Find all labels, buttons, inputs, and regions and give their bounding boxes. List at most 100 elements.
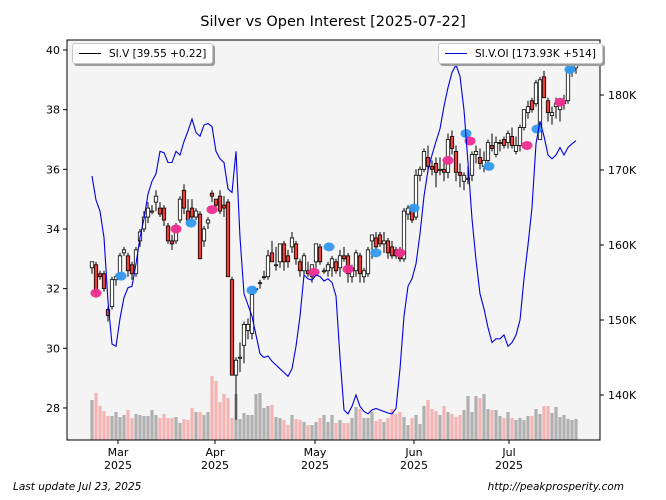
volume-bar bbox=[434, 411, 438, 440]
candle-body bbox=[237, 356, 243, 359]
candle-body bbox=[277, 243, 283, 263]
volume-bar bbox=[134, 414, 138, 440]
candle-body bbox=[165, 225, 171, 242]
sell-signal-marker bbox=[308, 267, 320, 277]
x-tick-year: 2025 bbox=[495, 459, 523, 472]
x-tick-month: Apr bbox=[205, 446, 225, 459]
x-tick-month: Jun bbox=[404, 446, 422, 459]
volume-bar bbox=[246, 415, 250, 440]
candle-body bbox=[369, 234, 375, 242]
volume-bar bbox=[190, 408, 194, 440]
volume-bar bbox=[358, 409, 362, 440]
candle-body bbox=[429, 165, 435, 170]
candle-body bbox=[109, 279, 115, 307]
candle-body bbox=[457, 171, 463, 176]
candle-body bbox=[293, 243, 299, 260]
candle-body bbox=[485, 142, 491, 161]
candle-body bbox=[289, 237, 295, 248]
candle-body bbox=[185, 210, 191, 221]
volume-bar bbox=[214, 381, 218, 440]
volume-bar bbox=[238, 419, 242, 440]
candle-body bbox=[221, 204, 227, 209]
volume-bar bbox=[570, 420, 574, 440]
candle-body bbox=[193, 210, 199, 218]
volume-bar bbox=[322, 415, 326, 440]
volume-bar bbox=[194, 412, 198, 440]
candle-body bbox=[461, 174, 467, 182]
candle-body bbox=[521, 109, 527, 128]
candle-body bbox=[233, 359, 239, 376]
volume-bar bbox=[402, 417, 406, 440]
volume-bar bbox=[178, 423, 182, 440]
volume-bar bbox=[486, 409, 490, 440]
volume-bar bbox=[418, 424, 422, 440]
volume-bar bbox=[270, 405, 274, 440]
volume-bar bbox=[482, 394, 486, 440]
y-tick-label: 38 bbox=[46, 104, 60, 117]
volume-bar bbox=[462, 410, 466, 440]
buy-signal-marker bbox=[408, 203, 420, 213]
buy-signal-marker bbox=[483, 161, 495, 171]
candle-body bbox=[181, 189, 187, 209]
left-price-axis: 28 30 32 34 36 38 40 bbox=[46, 44, 67, 415]
candle-body bbox=[353, 252, 359, 272]
legend-price: SI.V [39.55 +0.22] bbox=[72, 43, 214, 64]
x-tick-year: 2025 bbox=[400, 459, 428, 472]
candle-body bbox=[417, 168, 423, 176]
sell-signal-marker bbox=[90, 288, 102, 298]
buy-signal-marker bbox=[370, 248, 382, 258]
legend-oi: SI.V.OI [173.93K +514] bbox=[438, 43, 603, 64]
candle-body bbox=[493, 142, 499, 155]
y2-tick-label: 150K bbox=[608, 314, 637, 327]
candle-body bbox=[101, 273, 107, 290]
candle-body bbox=[549, 112, 555, 117]
candle-body bbox=[325, 264, 331, 272]
volume-bar bbox=[478, 398, 482, 440]
signal-markers bbox=[90, 64, 576, 298]
candle-body bbox=[509, 136, 515, 146]
volume-bar bbox=[390, 409, 394, 440]
buy-signal-marker bbox=[531, 124, 543, 134]
volume-bar bbox=[294, 419, 298, 440]
y-tick-label: 36 bbox=[46, 163, 60, 176]
volume-bar bbox=[202, 415, 206, 440]
candle-body bbox=[413, 174, 419, 218]
volume-bar bbox=[506, 412, 510, 440]
volume-bar bbox=[310, 425, 314, 440]
candle-body bbox=[565, 70, 571, 102]
plot-frame bbox=[66, 39, 601, 441]
candle-body bbox=[153, 195, 159, 203]
volume-bar bbox=[350, 418, 354, 440]
volume-bar bbox=[442, 406, 446, 440]
volume-bar bbox=[406, 425, 410, 440]
candle-body bbox=[381, 240, 387, 245]
candle-body bbox=[121, 249, 127, 254]
candle-body bbox=[517, 127, 523, 146]
candle-body bbox=[197, 213, 203, 260]
candle-body bbox=[317, 246, 323, 263]
candle-body bbox=[89, 261, 95, 269]
candle-body bbox=[229, 279, 235, 376]
volume-bar bbox=[538, 414, 542, 440]
volume-bar bbox=[162, 414, 166, 440]
volume-bar bbox=[466, 396, 470, 440]
candle-body bbox=[401, 210, 407, 260]
volume-bar bbox=[386, 418, 390, 440]
candle-body bbox=[161, 207, 167, 221]
y-tick-label: 34 bbox=[46, 223, 60, 236]
candle-body bbox=[241, 324, 247, 346]
sell-signal-marker bbox=[464, 136, 476, 146]
volume-bar bbox=[266, 406, 270, 440]
volume-bar bbox=[438, 415, 442, 440]
volume-bar bbox=[250, 415, 254, 440]
candle-body bbox=[545, 100, 551, 114]
candle-body bbox=[473, 151, 479, 155]
candle-body bbox=[497, 142, 503, 144]
volume-bar bbox=[362, 418, 366, 440]
volume-bar bbox=[230, 418, 234, 440]
candle-body bbox=[505, 133, 511, 143]
candle-body bbox=[361, 270, 367, 278]
volume-bar bbox=[518, 418, 522, 440]
